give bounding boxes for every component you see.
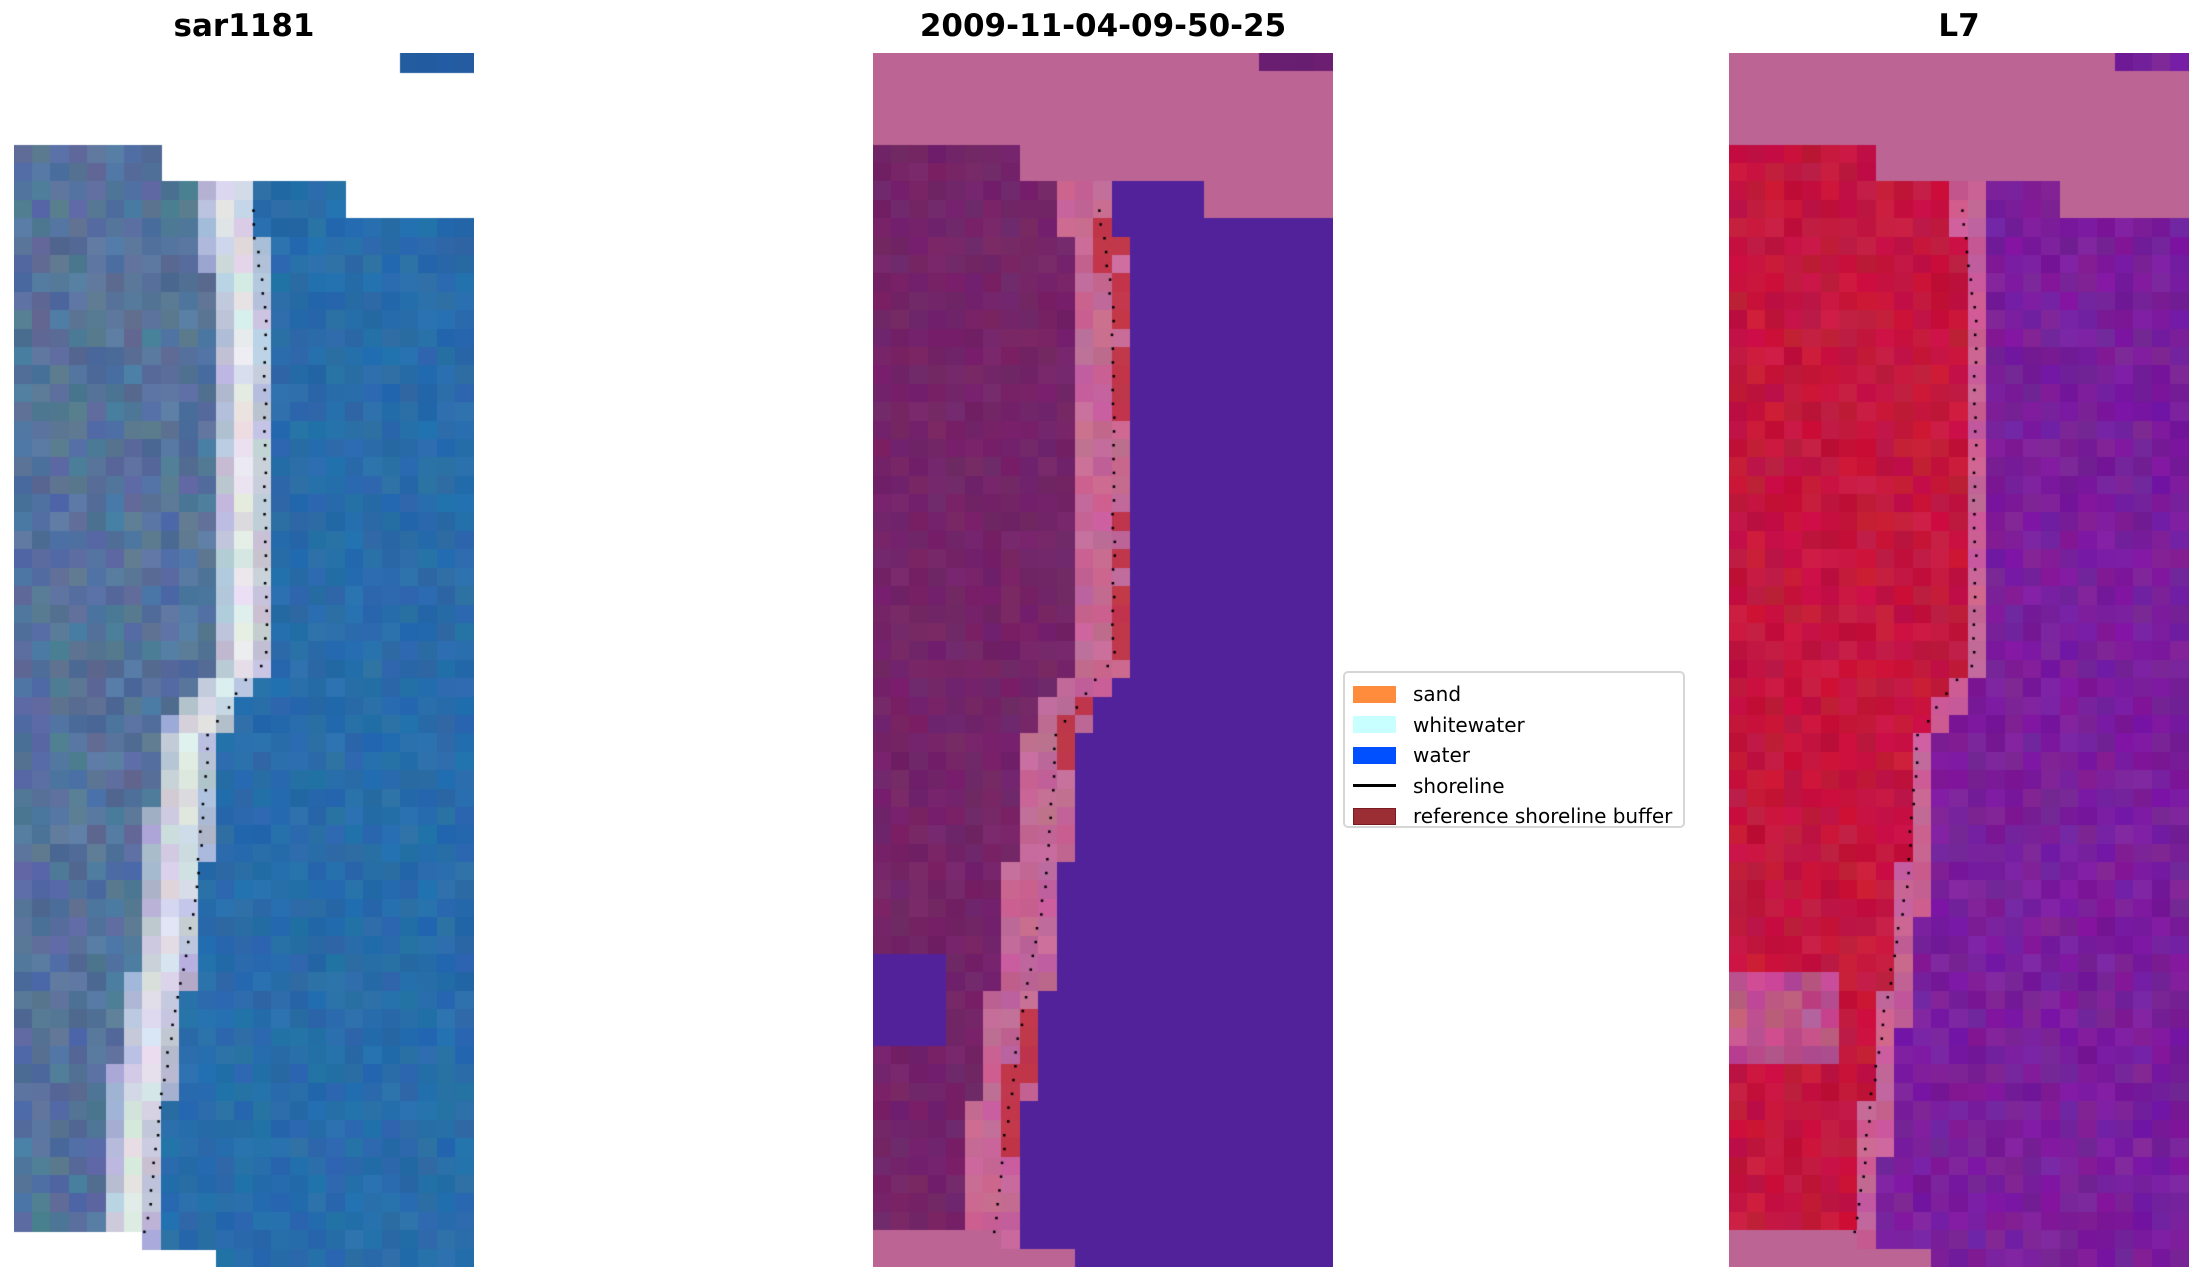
legend-item-buffer: reference shoreline buffer xyxy=(1353,801,1675,832)
legend-item-water: water xyxy=(1353,740,1675,771)
water-swatch xyxy=(1353,746,1396,764)
legend-label: reference shoreline buffer xyxy=(1413,804,1673,829)
panel-title-rgb: sar1181 xyxy=(173,8,315,44)
index-image-panel xyxy=(1729,53,2189,1267)
legend-item-whitewater: whitewater xyxy=(1353,710,1675,741)
legend-label: water xyxy=(1413,743,1470,768)
shoreline-line-swatch xyxy=(1353,784,1396,788)
legend-label: whitewater xyxy=(1413,712,1525,737)
panel-title-classified: 2009-11-04-09-50-25 xyxy=(919,8,1287,44)
rgb-image-panel xyxy=(14,53,474,1267)
legend: sand whitewater water shoreline referenc… xyxy=(1343,671,1685,828)
legend-item-shoreline: shoreline xyxy=(1353,771,1675,802)
sand-swatch xyxy=(1353,685,1396,703)
legend-item-sand: sand xyxy=(1353,679,1675,710)
whitewater-swatch xyxy=(1353,716,1396,734)
panel-title-index: L7 xyxy=(1938,8,1980,44)
classified-image-panel xyxy=(873,53,1333,1267)
buffer-swatch xyxy=(1353,807,1396,825)
legend-label: shoreline xyxy=(1413,773,1505,798)
legend-label: sand xyxy=(1413,682,1462,707)
